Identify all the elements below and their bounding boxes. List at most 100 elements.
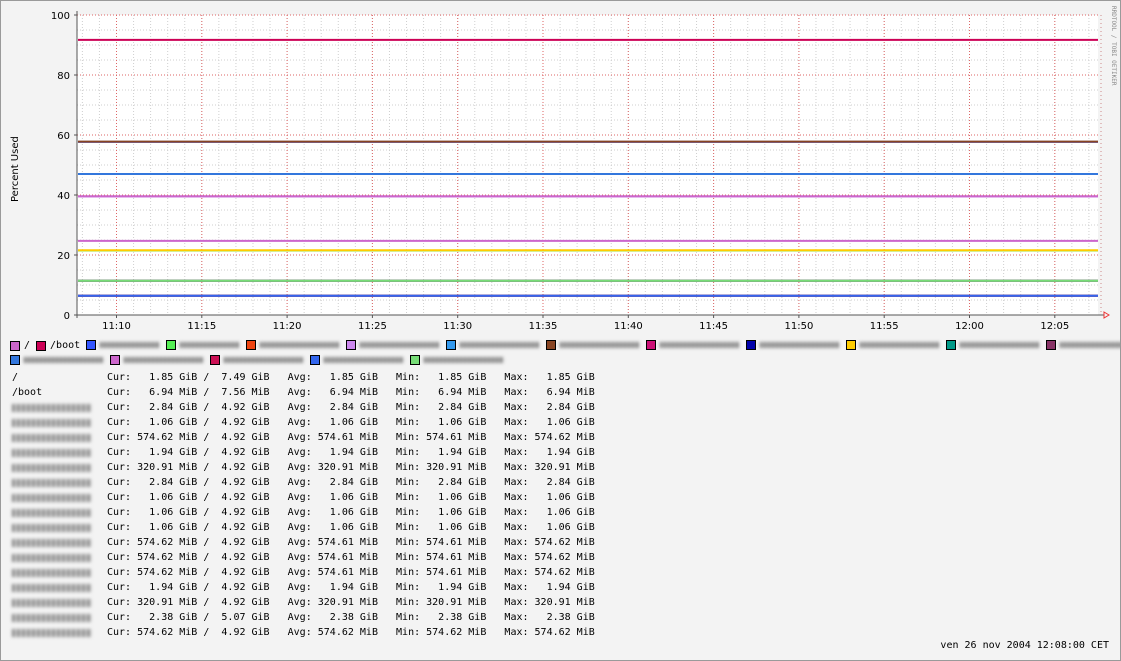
stats-min-value: 1.85 GiB <box>420 372 487 383</box>
stats-sep: / <box>197 627 216 638</box>
stats-max-label: Max: <box>486 387 529 398</box>
stats-cur-value: 574.62 MiB <box>131 552 198 563</box>
stats-cur-value: 1.06 GiB <box>131 417 198 428</box>
stats-max-value: 6.94 MiB <box>528 387 595 398</box>
stats-sep: / <box>197 402 216 413</box>
stats-row: Cur: 1.06 GiB / 4.92 GiB Avg: 1.06 GiB M… <box>12 490 595 505</box>
legend-item <box>410 355 504 366</box>
stats-max-label: Max: <box>486 567 529 578</box>
stats-sep: / <box>197 507 216 518</box>
stats-row-name <box>12 584 92 592</box>
stats-cur-label: Cur: <box>107 387 132 398</box>
stats-total-value: 7.56 MiB <box>215 387 270 398</box>
stats-row: Cur: 320.91 MiB / 4.92 GiB Avg: 320.91 M… <box>12 595 595 610</box>
legend-swatch <box>36 340 47 351</box>
stats-total-value: 7.49 GiB <box>215 372 270 383</box>
legend-swatch <box>166 340 177 350</box>
stats-avg-label: Avg: <box>269 627 312 638</box>
stats-max-value: 2.84 GiB <box>528 402 595 413</box>
x-tick-label: 11:30 <box>443 321 472 332</box>
legend-label <box>660 342 741 348</box>
stats-sep: / <box>197 432 216 443</box>
stats-cur-label: Cur: <box>107 417 132 428</box>
legend-row: / /boot <box>10 340 1121 355</box>
stats-cur-value: 2.84 GiB <box>131 477 198 488</box>
stats-max-value: 2.84 GiB <box>528 477 595 488</box>
x-tick-label: 12:00 <box>955 321 984 332</box>
x-tick-labels: 11:10 11:15 11:20 11:25 11:30 11:35 11:40 11:45… <box>102 321 1069 332</box>
stats-min-value: 574.62 MiB <box>420 627 487 638</box>
stats-cur-value: 1.85 GiB <box>131 372 198 383</box>
legend-swatch <box>86 340 97 350</box>
legend-item <box>86 340 161 351</box>
legend-label <box>460 342 541 348</box>
stats-total-value: 4.92 GiB <box>215 462 270 473</box>
legend-swatch <box>310 355 320 365</box>
stats-min-label: Min: <box>377 537 421 548</box>
y-tick-labels: 0 20 40 60 80 100 <box>51 11 70 322</box>
legend-label <box>760 342 841 348</box>
stats-row-name <box>12 419 92 427</box>
stats-max-value: 1.06 GiB <box>528 492 595 503</box>
stats-cur-label: Cur: <box>107 432 132 443</box>
legend-label <box>860 342 941 348</box>
stats-min-value: 574.61 MiB <box>420 432 487 443</box>
stats-min-label: Min: <box>377 552 421 563</box>
stats-sep: / <box>197 597 216 608</box>
series-lines <box>78 38 1098 297</box>
stats-avg-label: Avg: <box>269 597 312 608</box>
stats-total-value: 4.92 GiB <box>215 492 270 503</box>
stats-row-name <box>12 479 92 487</box>
stats-min-label: Min: <box>377 402 421 413</box>
legend-label <box>224 357 304 363</box>
stats-sep: / <box>197 447 216 458</box>
stats-row-name <box>12 449 92 457</box>
legend-item <box>746 340 841 351</box>
stats-sep: / <box>197 492 216 503</box>
stats-row-name <box>12 404 92 412</box>
legend-swatch <box>210 355 220 365</box>
stats-avg-value: 1.94 GiB <box>311 582 378 593</box>
stats-max-value: 1.06 GiB <box>528 507 595 518</box>
stats-avg-value: 574.61 MiB <box>311 537 378 548</box>
stats-avg-value: 2.38 GiB <box>311 612 378 623</box>
legend-item <box>310 355 404 366</box>
stats-min-label: Min: <box>377 387 421 398</box>
legend-label <box>324 357 404 363</box>
stats-total-value: 4.92 GiB <box>215 597 270 608</box>
stats-max-label: Max: <box>486 612 529 623</box>
stats-avg-value: 6.94 MiB <box>311 387 378 398</box>
stats-row: Cur: 574.62 MiB / 4.92 GiB Avg: 574.61 M… <box>12 535 595 550</box>
stats-row-name <box>12 539 92 547</box>
stats-total-value: 4.92 GiB <box>215 537 270 548</box>
legend-label <box>560 342 641 348</box>
legend-label <box>360 342 441 348</box>
axes <box>74 11 1110 319</box>
timestamp-footer: ven 26 nov 2004 12:08:00 CET <box>940 640 1109 651</box>
stats-min-value: 1.94 GiB <box>420 582 487 593</box>
stats-row-name <box>12 569 92 577</box>
stats-avg-label: Avg: <box>269 477 312 488</box>
stats-min-label: Min: <box>377 447 421 458</box>
stats-cur-label: Cur: <box>107 477 132 488</box>
stats-min-value: 2.84 GiB <box>420 477 487 488</box>
stats-avg-value: 1.94 GiB <box>311 447 378 458</box>
x-tick-label: 11:20 <box>273 321 302 332</box>
stats-max-label: Max: <box>486 432 529 443</box>
stats-cur-value: 320.91 MiB <box>131 462 198 473</box>
legend-label <box>100 342 161 348</box>
stats-min-value: 1.06 GiB <box>420 507 487 518</box>
stats-row-name <box>12 494 92 502</box>
stats-max-label: Max: <box>486 582 529 593</box>
stats-total-value: 4.92 GiB <box>215 432 270 443</box>
stats-max-label: Max: <box>486 522 529 533</box>
legend-swatch <box>846 340 857 350</box>
stats-sep: / <box>197 462 216 473</box>
stats-cur-label: Cur: <box>107 582 132 593</box>
x-axis-arrow <box>1103 311 1110 319</box>
stats-sep: / <box>197 522 216 533</box>
legend-label <box>1060 342 1121 348</box>
legend-swatch <box>410 355 420 365</box>
stats-cur-label: Cur: <box>107 627 132 638</box>
x-tick-label: 11:55 <box>870 321 899 332</box>
